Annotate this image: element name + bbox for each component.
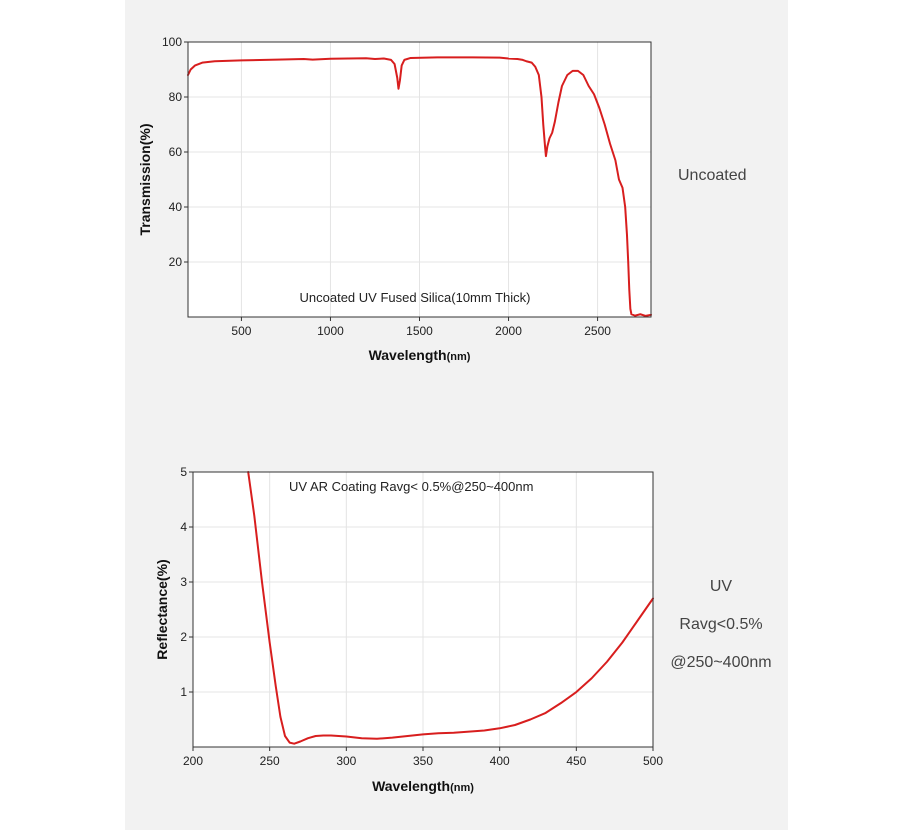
y-tick-label: 40 [169, 200, 183, 214]
y-axis-title: Transmission(%) [137, 123, 153, 235]
y-tick-label: 80 [169, 90, 183, 104]
x-axis-title: Wavelength(nm) [369, 347, 471, 363]
y-tick-label: 60 [169, 145, 183, 159]
y-axis-title: Reflectance(%) [154, 559, 170, 659]
x-tick-label: 350 [413, 754, 433, 768]
x-tick-label: 300 [336, 754, 356, 768]
uv-coating-side-label: UV Ravg<0.5% @250~400nm [666, 568, 776, 682]
y-tick-label: 20 [169, 255, 183, 269]
reflectance-curve [247, 471, 654, 745]
y-tick-label: 4 [180, 520, 187, 534]
side-label-line: @250~400nm [670, 654, 772, 671]
x-tick-label: 400 [490, 754, 510, 768]
x-tick-label: 2500 [584, 324, 611, 338]
y-tick-label: 5 [180, 465, 187, 479]
x-tick-label: 450 [566, 754, 586, 768]
x-tick-label: 500 [231, 324, 251, 338]
side-label-line: UV [709, 578, 733, 595]
y-tick-label: 3 [180, 575, 187, 589]
x-axis-title: Wavelength(nm) [372, 778, 474, 794]
x-tick-label: 250 [260, 754, 280, 768]
y-tick-label: 100 [162, 35, 182, 49]
y-tick-label: 2 [180, 630, 187, 644]
uncoated-side-label: Uncoated [678, 167, 747, 185]
side-label-line: Ravg<0.5% [679, 616, 763, 633]
x-tick-label: 1500 [406, 324, 433, 338]
x-tick-label: 500 [643, 754, 663, 768]
transmission-curve [187, 56, 652, 317]
plot-annotation: Uncoated UV Fused Silica(10mm Thick) [300, 290, 531, 305]
side-label-line: Uncoated [678, 167, 747, 184]
x-tick-label: 2000 [495, 324, 522, 338]
plot-annotation: UV AR Coating Ravg< 0.5%@250~400nm [289, 479, 533, 494]
x-tick-label: 200 [183, 754, 203, 768]
x-tick-label: 1000 [317, 324, 344, 338]
y-tick-label: 1 [180, 685, 187, 699]
transmission-chart: Uncoated UV Fused Silica(10mm Thick) 500 1… [137, 35, 652, 363]
